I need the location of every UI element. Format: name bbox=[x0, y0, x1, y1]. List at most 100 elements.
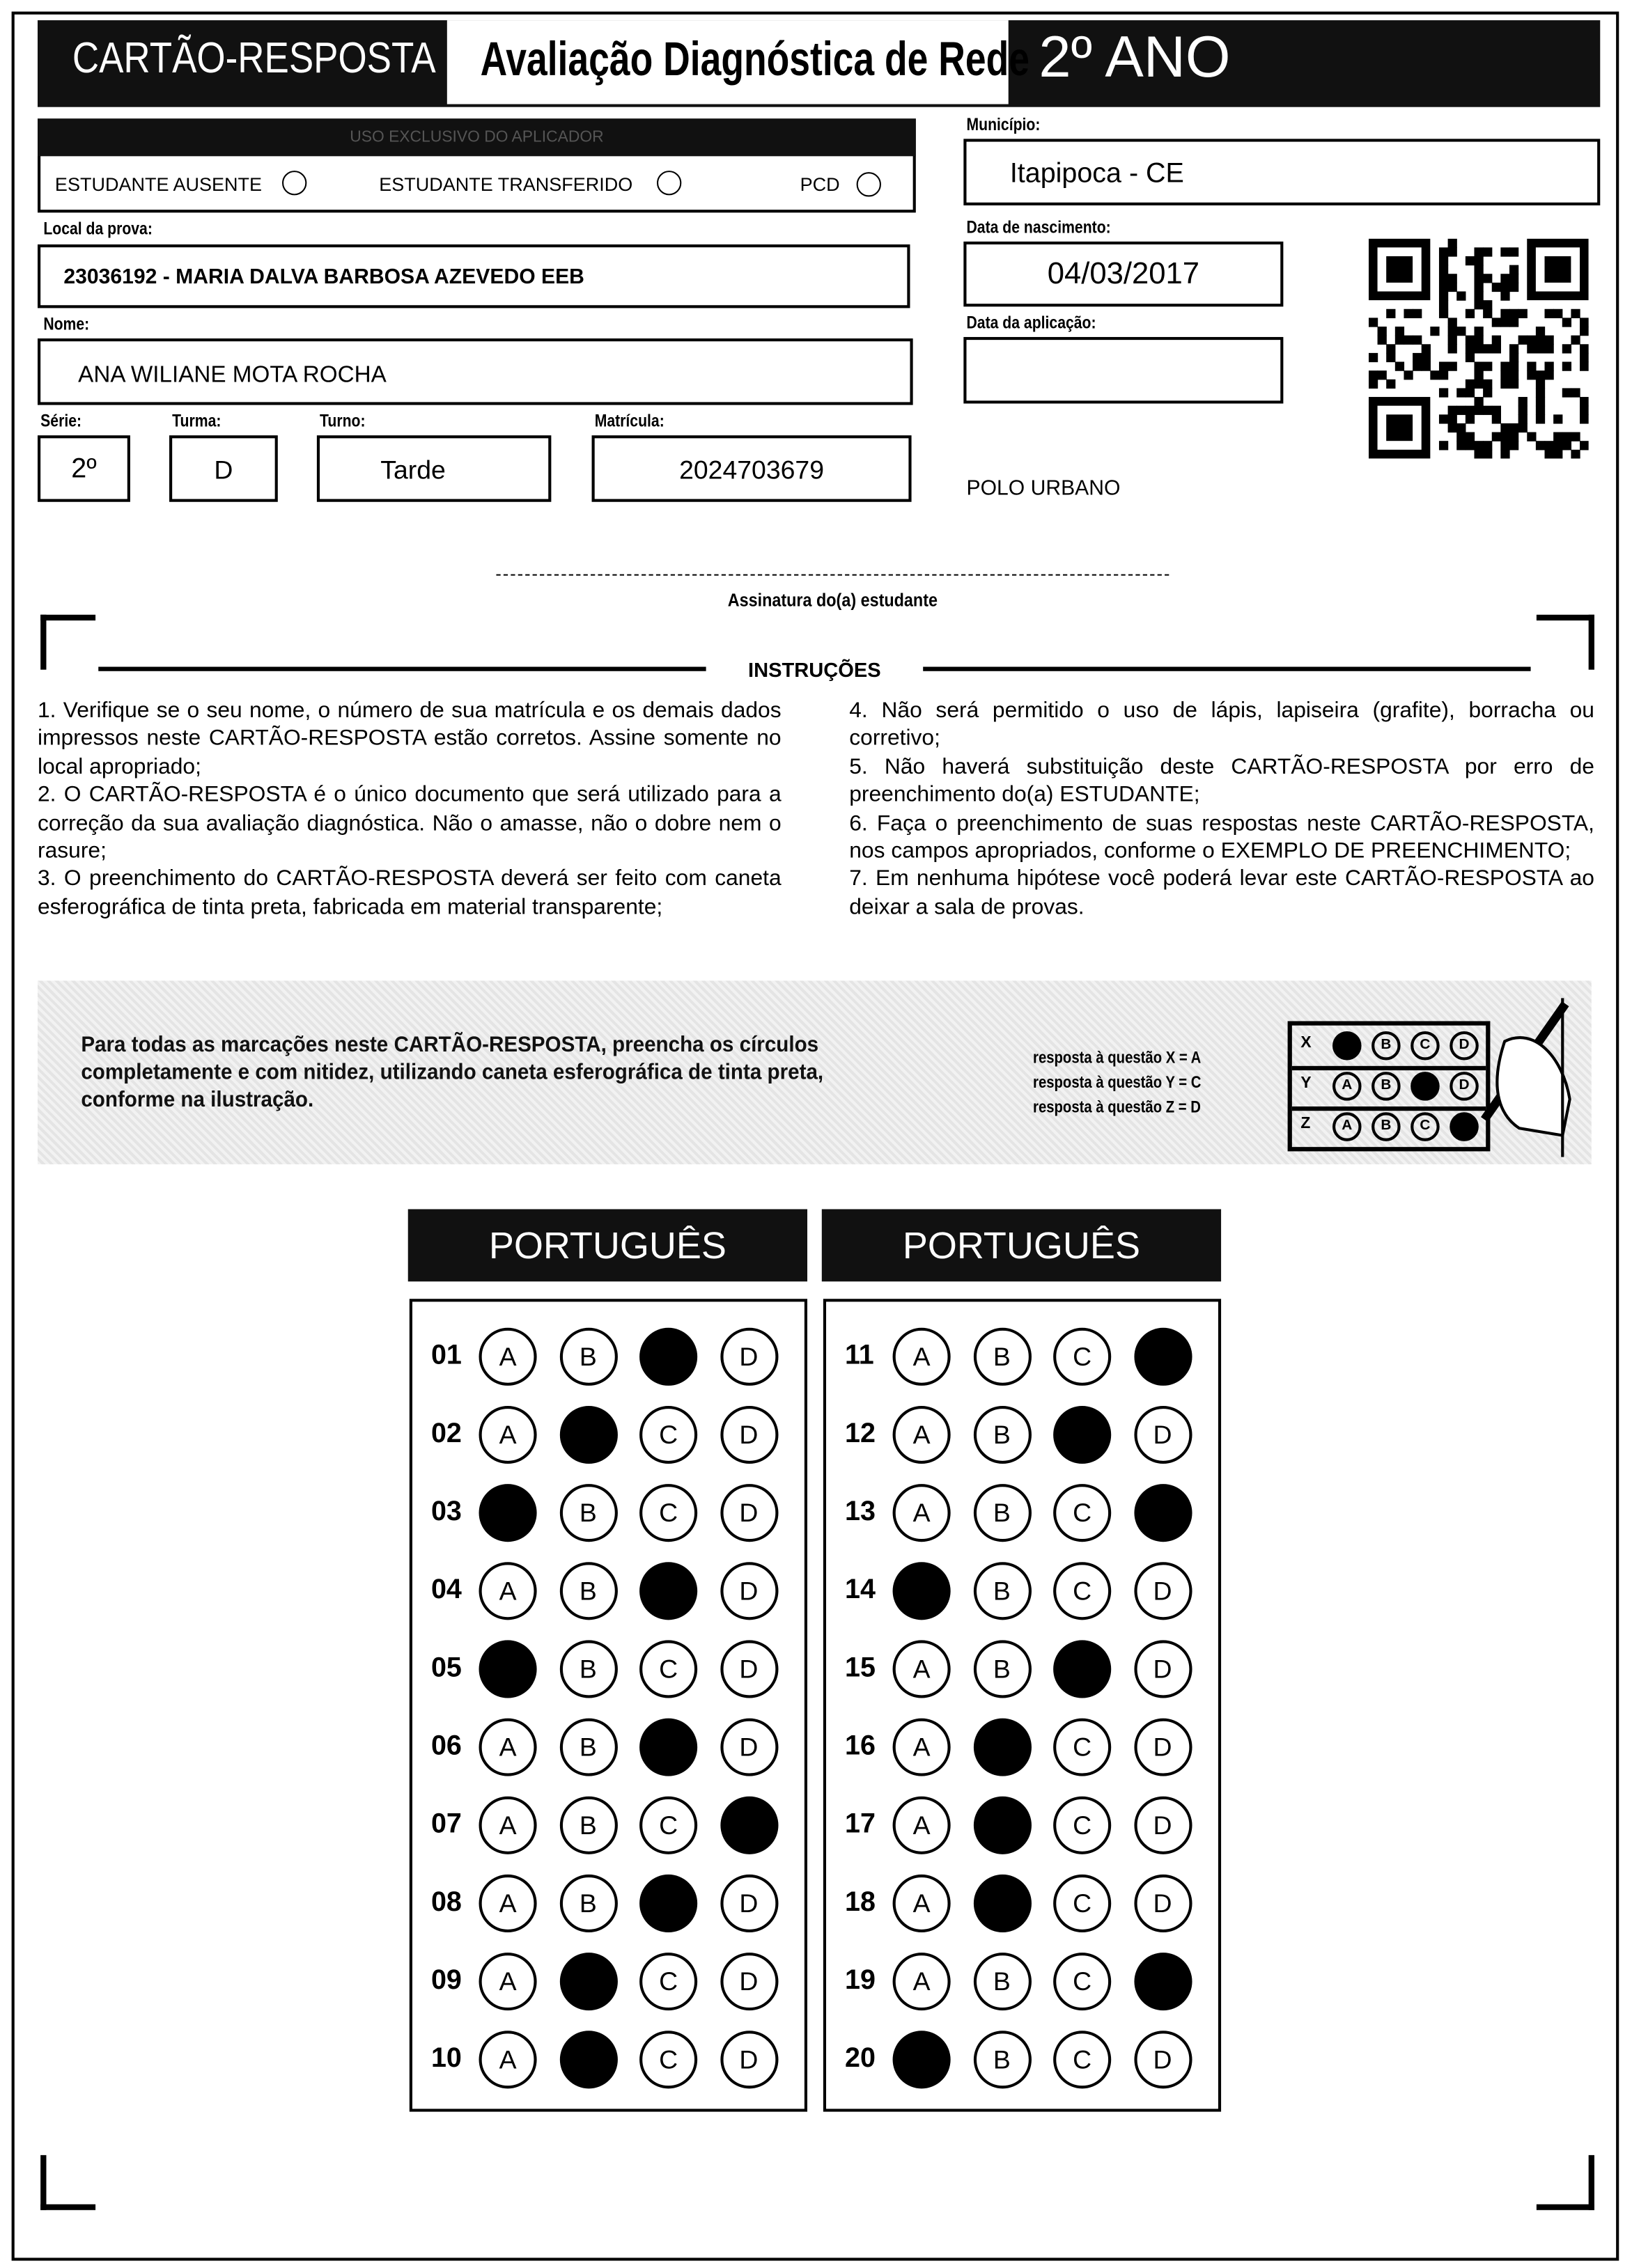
answer-bubble[interactable]: A bbox=[479, 1718, 537, 1776]
answer-bubble-filled[interactable] bbox=[892, 1562, 951, 1620]
answer-bubble-filled[interactable] bbox=[1133, 1327, 1192, 1386]
answer-bubble[interactable]: A bbox=[892, 1484, 951, 1542]
answer-bubble[interactable]: B bbox=[559, 1796, 617, 1854]
answer-bubble[interactable]: C bbox=[639, 1640, 698, 1698]
answer-bubble-filled[interactable] bbox=[972, 1796, 1031, 1854]
answer-bubble[interactable]: D bbox=[1133, 1640, 1192, 1698]
answer-bubble[interactable]: B bbox=[972, 1562, 1031, 1620]
question-number: 19 bbox=[845, 1965, 876, 1996]
answer-bubble[interactable]: D bbox=[720, 1484, 778, 1542]
answer-bubble[interactable]: A bbox=[479, 2031, 537, 2089]
signature-line[interactable] bbox=[496, 574, 1169, 576]
instruction-item: 3. O preenchimento do CARTÃO-RESPOSTA de… bbox=[38, 867, 782, 920]
answer-bubble[interactable]: A bbox=[892, 1718, 951, 1776]
answer-bubble[interactable]: D bbox=[720, 1874, 778, 1933]
answer-bubble[interactable]: A bbox=[892, 1796, 951, 1854]
example-legend: resposta à questão X = A resposta à ques… bbox=[1033, 1047, 1201, 1121]
application-date-field[interactable] bbox=[963, 336, 1284, 404]
answer-bubble[interactable]: A bbox=[892, 1640, 951, 1698]
header-grade: 2º ANO bbox=[1039, 26, 1231, 90]
answer-bubble[interactable]: D bbox=[720, 1640, 778, 1698]
answer-bubble[interactable]: D bbox=[1133, 1562, 1192, 1620]
answer-bubble-filled[interactable] bbox=[559, 1405, 617, 1464]
example-bubble-filled bbox=[1410, 1072, 1440, 1101]
answer-bubble-filled[interactable] bbox=[639, 1562, 698, 1620]
answer-bubble[interactable]: C bbox=[1053, 1874, 1112, 1933]
answer-bubble[interactable]: A bbox=[892, 1874, 951, 1933]
answer-bubble[interactable]: C bbox=[1053, 1718, 1112, 1776]
answer-bubble[interactable]: C bbox=[639, 1405, 698, 1464]
matricula-value: 2024703679 bbox=[679, 455, 825, 485]
answer-bubble-filled[interactable] bbox=[639, 1718, 698, 1776]
answer-bubble-filled[interactable] bbox=[639, 1874, 698, 1933]
answer-bubble[interactable]: A bbox=[479, 1953, 537, 2011]
answer-bubble[interactable]: B bbox=[559, 1484, 617, 1542]
answer-bubble[interactable]: C bbox=[639, 1796, 698, 1854]
answer-bubble-filled[interactable] bbox=[1053, 1405, 1112, 1464]
pcd-radio[interactable] bbox=[856, 172, 881, 197]
answer-bubble-filled[interactable] bbox=[1133, 1953, 1192, 2011]
answer-bubble[interactable]: A bbox=[479, 1796, 537, 1854]
answer-bubble[interactable]: B bbox=[972, 1327, 1031, 1386]
absent-radio[interactable] bbox=[282, 171, 307, 196]
answer-bubble-filled[interactable] bbox=[972, 1718, 1031, 1776]
answer-bubble[interactable]: D bbox=[1133, 2031, 1192, 2089]
answer-bubble[interactable]: C bbox=[1053, 1953, 1112, 2011]
answer-bubble[interactable]: B bbox=[972, 2031, 1031, 2089]
answer-bubble[interactable]: B bbox=[559, 1640, 617, 1698]
answer-bubble[interactable]: B bbox=[972, 1405, 1031, 1464]
answer-bubble[interactable]: D bbox=[720, 1327, 778, 1386]
answer-bubble[interactable]: A bbox=[479, 1562, 537, 1620]
answer-bubble[interactable]: D bbox=[720, 2031, 778, 2089]
answer-bubble[interactable]: C bbox=[639, 1484, 698, 1542]
example-bubble-filled bbox=[1332, 1031, 1362, 1061]
answer-bubble[interactable]: D bbox=[720, 1562, 778, 1620]
answer-bubble[interactable]: A bbox=[892, 1405, 951, 1464]
name-value: ANA WILIANE MOTA ROCHA bbox=[78, 363, 387, 388]
answer-bubble[interactable]: A bbox=[892, 1953, 951, 2011]
example-question: Y bbox=[1300, 1074, 1312, 1093]
corner-mark bbox=[40, 2204, 96, 2210]
answer-bubble[interactable]: D bbox=[1133, 1874, 1192, 1933]
answer-bubble-filled[interactable] bbox=[972, 1874, 1031, 1933]
answer-bubble[interactable]: D bbox=[720, 1953, 778, 2011]
answer-bubble[interactable]: C bbox=[1053, 1562, 1112, 1620]
answer-bubble[interactable]: D bbox=[720, 1405, 778, 1464]
answer-bubble[interactable]: A bbox=[479, 1874, 537, 1933]
answer-bubble[interactable]: B bbox=[559, 1874, 617, 1933]
answer-bubble[interactable]: C bbox=[1053, 1484, 1112, 1542]
answer-bubble[interactable]: B bbox=[559, 1718, 617, 1776]
answer-bubble[interactable]: C bbox=[639, 1953, 698, 2011]
answer-bubble[interactable]: D bbox=[1133, 1796, 1192, 1854]
answer-bubble[interactable]: B bbox=[559, 1562, 617, 1620]
answer-bubble-filled[interactable] bbox=[720, 1796, 778, 1854]
answer-bubble[interactable]: B bbox=[559, 1327, 617, 1386]
answer-bubble-filled[interactable] bbox=[559, 2031, 617, 2089]
card-border bbox=[11, 11, 1619, 2261]
answer-bubble-filled[interactable] bbox=[479, 1484, 537, 1542]
example-bubble: D bbox=[1450, 1031, 1479, 1061]
answer-bubble[interactable]: A bbox=[479, 1327, 537, 1386]
answer-bubble-filled[interactable] bbox=[639, 1327, 698, 1386]
answer-bubble-filled[interactable] bbox=[892, 2031, 951, 2089]
answer-bubble[interactable]: D bbox=[720, 1718, 778, 1776]
answer-bubble[interactable]: C bbox=[1053, 1327, 1112, 1386]
answer-bubble[interactable]: B bbox=[972, 1484, 1031, 1542]
answer-bubble-filled[interactable] bbox=[1053, 1640, 1112, 1698]
answer-bubble[interactable]: A bbox=[892, 1327, 951, 1386]
answer-bubble[interactable]: A bbox=[479, 1405, 537, 1464]
answer-bubble-filled[interactable] bbox=[1133, 1484, 1192, 1542]
answer-bubble[interactable]: D bbox=[1133, 1405, 1192, 1464]
answer-bubble[interactable]: C bbox=[1053, 2031, 1112, 2089]
answer-bubble[interactable]: B bbox=[972, 1953, 1031, 2011]
answer-bubble-filled[interactable] bbox=[479, 1640, 537, 1698]
answer-bubble[interactable]: C bbox=[639, 2031, 698, 2089]
answer-bubble[interactable]: D bbox=[1133, 1718, 1192, 1776]
instruction-item: 1. Verifique se o seu nome, o número de … bbox=[38, 698, 782, 780]
question-number: 12 bbox=[845, 1418, 876, 1450]
transferred-radio[interactable] bbox=[657, 171, 682, 196]
answer-bubble[interactable]: B bbox=[972, 1640, 1031, 1698]
answer-bubble[interactable]: C bbox=[1053, 1796, 1112, 1854]
question-number: 02 bbox=[430, 1418, 462, 1450]
answer-bubble-filled[interactable] bbox=[559, 1953, 617, 2011]
